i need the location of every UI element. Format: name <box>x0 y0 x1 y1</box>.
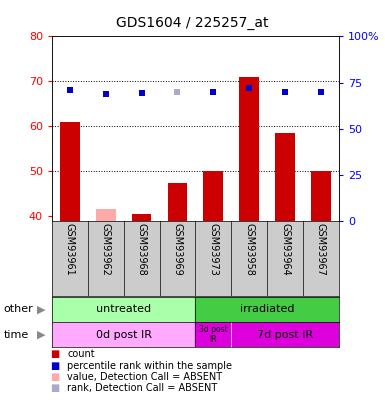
Text: ■: ■ <box>50 384 59 393</box>
Text: value, Detection Call = ABSENT: value, Detection Call = ABSENT <box>67 372 223 382</box>
Text: GSM93968: GSM93968 <box>137 223 147 276</box>
Bar <box>132 214 151 221</box>
Bar <box>52 322 195 347</box>
Bar <box>231 322 339 347</box>
Bar <box>275 133 295 221</box>
Text: ■: ■ <box>50 372 59 382</box>
Text: GSM93961: GSM93961 <box>65 223 75 276</box>
Bar <box>96 209 115 221</box>
Text: 7d post IR: 7d post IR <box>257 330 313 339</box>
Bar <box>167 183 187 221</box>
Text: GSM93973: GSM93973 <box>208 223 218 276</box>
Bar <box>60 122 80 221</box>
Text: GSM93962: GSM93962 <box>101 223 111 276</box>
Text: ■: ■ <box>50 361 59 371</box>
Text: percentile rank within the sample: percentile rank within the sample <box>67 361 233 371</box>
Text: time: time <box>4 330 29 339</box>
Bar <box>311 171 331 221</box>
Text: other: other <box>4 305 33 314</box>
Bar <box>239 77 259 221</box>
Text: GSM93969: GSM93969 <box>172 223 182 276</box>
Bar <box>195 322 231 347</box>
Text: irradiated: irradiated <box>240 305 295 314</box>
Text: rank, Detection Call = ABSENT: rank, Detection Call = ABSENT <box>67 384 218 393</box>
Text: 3d post
IR: 3d post IR <box>199 325 228 344</box>
Text: GSM93967: GSM93967 <box>316 223 326 276</box>
Text: 0d post IR: 0d post IR <box>96 330 152 339</box>
Text: GSM93964: GSM93964 <box>280 223 290 276</box>
Text: count: count <box>67 350 95 359</box>
Bar <box>52 297 195 322</box>
Bar <box>195 297 339 322</box>
Text: untreated: untreated <box>96 305 151 314</box>
Text: GDS1604 / 225257_at: GDS1604 / 225257_at <box>116 16 269 30</box>
Text: ▶: ▶ <box>37 305 45 314</box>
Text: GSM93958: GSM93958 <box>244 223 254 276</box>
Text: ▶: ▶ <box>37 330 45 339</box>
Bar <box>203 171 223 221</box>
Text: ■: ■ <box>50 350 59 359</box>
